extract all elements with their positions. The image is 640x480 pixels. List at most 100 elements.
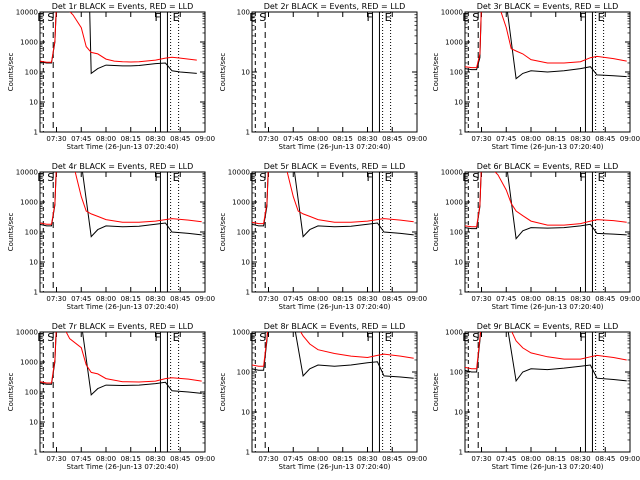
marker-label: F xyxy=(579,331,585,344)
x-tick-label: 08:45 xyxy=(382,135,402,143)
marker-label: E xyxy=(173,171,180,184)
marker-label: E xyxy=(37,11,44,24)
x-tick-label: 07:45 xyxy=(283,135,303,143)
marker-label: E xyxy=(462,11,469,24)
x-tick-label: 08:30 xyxy=(357,135,377,143)
detector-plot: Det 3r BLACK = Events, RED = LLD 1 10 100 10… xyxy=(432,2,640,151)
plot-title: Det 4r BLACK = Events, RED = LLD xyxy=(52,162,194,171)
y-tick-label: 10000 xyxy=(16,9,38,17)
detector-plot: Det 4r BLACK = Events, RED = LLD 1 10 100 10… xyxy=(7,162,215,311)
marker-label: F xyxy=(154,331,160,344)
y-axis-label: Counts/sec xyxy=(432,213,440,252)
plot-title: Det 7r BLACK = Events, RED = LLD xyxy=(52,322,194,331)
x-tick-label: 08:45 xyxy=(170,295,190,303)
plot-frame xyxy=(251,331,418,453)
y-tick-label: 10 xyxy=(241,259,250,267)
x-tick-label: 08:45 xyxy=(595,295,615,303)
y-tick-label: 1 xyxy=(459,289,463,297)
y-tick-label: 100 xyxy=(25,69,38,77)
plot-title: Det 2r BLACK = Events, RED = LLD xyxy=(264,2,406,11)
y-tick-label: 10 xyxy=(29,99,38,107)
x-tick-label: 08:45 xyxy=(382,295,402,303)
y-axis-label: Counts/sec xyxy=(219,53,227,92)
y-tick-label: 10000 xyxy=(441,169,463,177)
x-tick-label: 07:45 xyxy=(496,295,516,303)
plot-title: Det 6r BLACK = Events, RED = LLD xyxy=(477,162,619,171)
marker-label: S xyxy=(472,11,479,24)
x-tick-label: 08:15 xyxy=(121,135,141,143)
x-tick-label: 08:00 xyxy=(521,455,541,463)
x-tick-label: 08:30 xyxy=(357,295,377,303)
y-axis-label: Counts/sec xyxy=(219,213,227,252)
x-tick-label: 08:00 xyxy=(308,135,328,143)
y-tick-label: 1 xyxy=(34,289,38,297)
y-tick-label: 10000 xyxy=(228,169,250,177)
x-tick-label: 09:00 xyxy=(195,135,215,143)
x-tick-label: 07:30 xyxy=(258,295,278,303)
marker-label: S xyxy=(259,331,266,344)
series-line-lld xyxy=(465,12,627,69)
x-tick-label: 07:45 xyxy=(71,455,91,463)
series-line-events xyxy=(465,12,627,80)
x-tick-label: 09:00 xyxy=(407,455,427,463)
x-axis-label: Start Time (26-Jun-13 07:20:40) xyxy=(279,143,391,151)
series-line-lld xyxy=(40,332,202,384)
marker-label: S xyxy=(47,331,54,344)
x-tick-label: 07:30 xyxy=(258,455,278,463)
marker-label: S xyxy=(47,11,54,24)
marker-label: E xyxy=(385,11,392,24)
marker-label: F xyxy=(154,11,160,24)
y-tick-label: 10 xyxy=(454,409,463,417)
marker-label: E xyxy=(173,11,180,24)
y-tick-label: 10 xyxy=(454,99,463,107)
y-axis-label: Counts/sec xyxy=(7,53,15,92)
marker-label: S xyxy=(47,171,54,184)
marker-label: E xyxy=(37,331,44,344)
y-tick-label: 10 xyxy=(454,259,463,267)
marker-label: F xyxy=(154,171,160,184)
x-tick-label: 08:45 xyxy=(170,135,190,143)
marker-label: E xyxy=(249,331,256,344)
x-tick-label: 08:30 xyxy=(570,455,590,463)
x-tick-label: 08:15 xyxy=(121,455,141,463)
x-tick-label: 08:30 xyxy=(357,455,377,463)
x-axis-label: Start Time (26-Jun-13 07:20:40) xyxy=(67,143,179,151)
x-axis-label: Start Time (26-Jun-13 07:20:40) xyxy=(492,303,604,311)
x-tick-label: 07:45 xyxy=(283,295,303,303)
x-tick-label: 08:30 xyxy=(570,135,590,143)
x-tick-label: 08:00 xyxy=(96,455,116,463)
y-tick-label: 1 xyxy=(34,129,38,137)
x-tick-label: 09:00 xyxy=(407,135,427,143)
y-tick-label: 10000 xyxy=(16,329,38,337)
y-tick-label: 1 xyxy=(246,449,250,457)
x-tick-label: 07:45 xyxy=(496,135,516,143)
x-tick-label: 08:30 xyxy=(145,455,165,463)
y-tick-label: 100 xyxy=(25,389,38,397)
marker-label: S xyxy=(472,171,479,184)
y-tick-label: 10 xyxy=(241,409,250,417)
plot-title: Det 9r BLACK = Events, RED = LLD xyxy=(477,322,619,331)
marker-label: F xyxy=(366,11,372,24)
y-tick-label: 1 xyxy=(246,129,250,137)
marker-label: E xyxy=(462,331,469,344)
detector-plot: Det 8r BLACK = Events, RED = LLD 1 10 100 10… xyxy=(219,322,427,471)
y-tick-label: 1 xyxy=(459,449,463,457)
y-axis-label: Counts/sec xyxy=(432,53,440,92)
x-tick-label: 08:00 xyxy=(308,295,328,303)
x-axis-label: Start Time (26-Jun-13 07:20:40) xyxy=(492,143,604,151)
marker-label: S xyxy=(259,171,266,184)
detector-plot: Det 6r BLACK = Events, RED = LLD 1 10 100 10… xyxy=(432,162,640,311)
plot-frame xyxy=(251,11,418,133)
detector-plot: Det 2r BLACK = Events, RED = LLD 1 10 100 07… xyxy=(219,2,427,151)
y-tick-label: 100 xyxy=(450,369,463,377)
y-tick-label: 1000 xyxy=(445,199,463,207)
y-tick-label: 1000 xyxy=(20,359,38,367)
x-axis-label: Start Time (26-Jun-13 07:20:40) xyxy=(279,303,391,311)
x-tick-label: 08:15 xyxy=(121,295,141,303)
y-tick-label: 1000 xyxy=(445,39,463,47)
x-tick-label: 07:45 xyxy=(71,295,91,303)
x-tick-label: 08:15 xyxy=(333,295,353,303)
plot-title: Det 8r BLACK = Events, RED = LLD xyxy=(264,322,406,331)
x-tick-label: 07:30 xyxy=(471,455,491,463)
x-tick-label: 07:45 xyxy=(496,455,516,463)
